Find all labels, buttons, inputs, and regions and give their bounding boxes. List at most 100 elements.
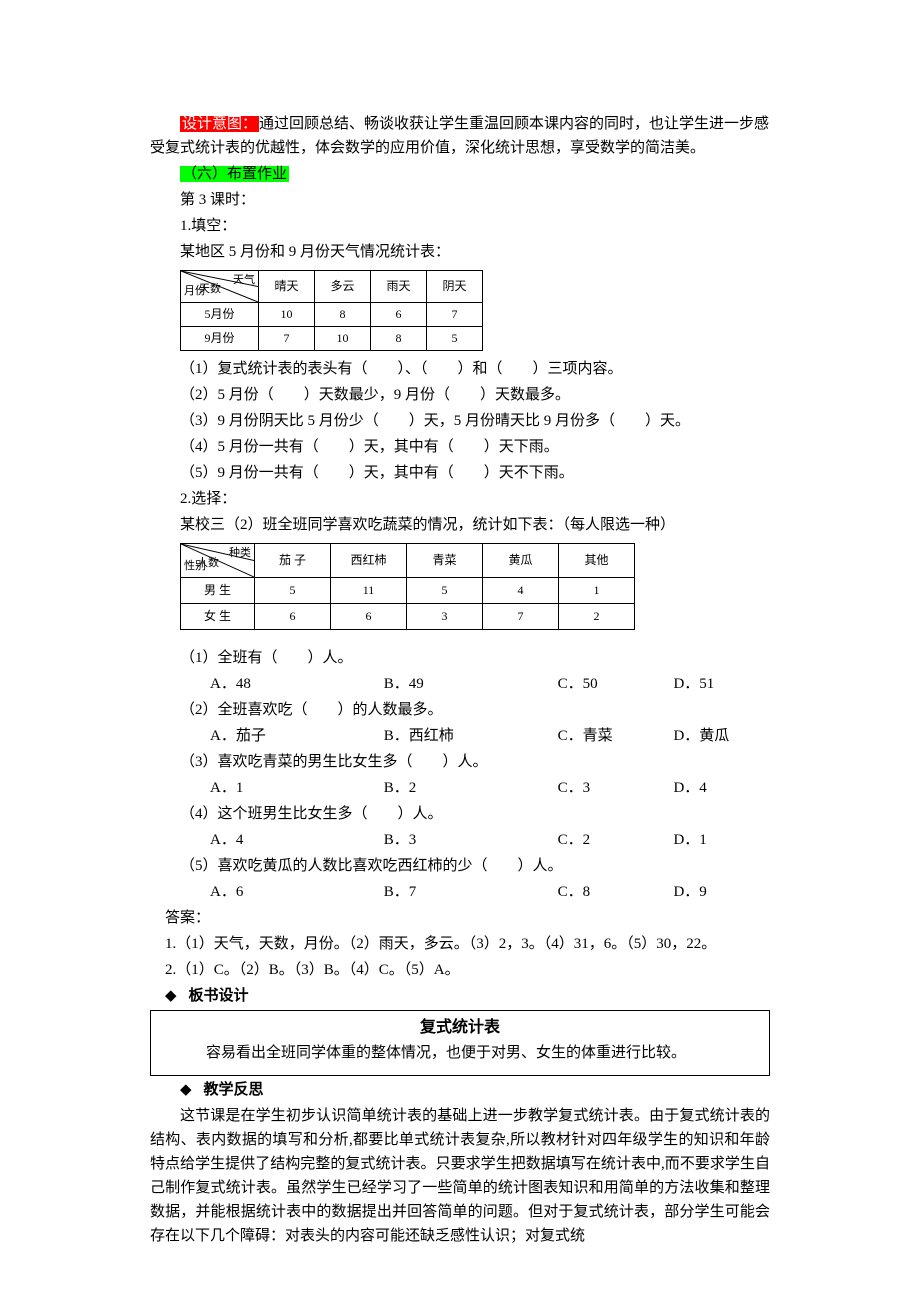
- t2-r1-v4: 2: [559, 604, 635, 630]
- q2-label: 2.选择：: [150, 487, 770, 511]
- mcq-option: C．8: [558, 880, 674, 904]
- mcq-option: B．3: [384, 828, 558, 852]
- t1-col-3: 阴天: [427, 271, 483, 303]
- t2-col-0: 茄 子: [255, 544, 331, 578]
- board-title: 复式统计表: [161, 1015, 759, 1041]
- mcq-option: A．6: [210, 880, 384, 904]
- t1-col-1: 多云: [315, 271, 371, 303]
- t2-r1-v0: 6: [255, 604, 331, 630]
- weather-table: 天气 天数 月份 晴天 多云 雨天 阴天 5月份 10 8 6 7 9月份 7 …: [180, 270, 483, 351]
- mcq-option: D．1: [673, 828, 770, 852]
- t2-r0-v2: 5: [407, 578, 483, 604]
- t2-r1-v1: 6: [331, 604, 407, 630]
- design-label: 设计意图：: [180, 116, 259, 132]
- mcq-option: C．2: [558, 828, 674, 852]
- mcq-list: （1）全班有（ ）人。A．48B．49C．50D．51（2）全班喜欢吃（ ）的人…: [150, 646, 770, 904]
- t2-r0-v1: 11: [331, 578, 407, 604]
- t2-diag-bot: 性别: [184, 558, 206, 576]
- diag-header-1: 天气 天数 月份: [181, 271, 259, 303]
- t1-diag-top: 天气: [233, 272, 255, 290]
- mcq-option: B．2: [384, 776, 558, 800]
- mcq-option: A．48: [210, 672, 384, 696]
- t2-col-3: 黄瓜: [483, 544, 559, 578]
- t2-diag-top: 种类: [229, 545, 251, 563]
- vegetable-table: 种类 人数 性别 茄 子 西红柿 青菜 黄瓜 其他 男 生 5 11 5 4 1…: [180, 543, 635, 630]
- diamond-icon: ◆: [165, 984, 177, 1008]
- diag-header-2: 种类 人数 性别: [181, 544, 255, 578]
- table-row: 女 生 6 6 3 7 2: [181, 604, 635, 630]
- fill-2: （2）5 月份（ ）天数最少，9 月份（ ）天数最多。: [150, 383, 770, 407]
- table-row: 9月份 7 10 8 5: [181, 327, 483, 351]
- mcq-question: （2）全班喜欢吃（ ）的人数最多。: [150, 698, 770, 722]
- t2-r1-v2: 3: [407, 604, 483, 630]
- mcq-option: A．4: [210, 828, 384, 852]
- mcq-question: （1）全班有（ ）人。: [150, 646, 770, 670]
- t2-r0-v3: 4: [483, 578, 559, 604]
- q1-label: 1.填空：: [150, 214, 770, 238]
- mcq-option: D．51: [673, 672, 770, 696]
- t2-r1-v3: 7: [483, 604, 559, 630]
- mcq-option: A．茄子: [210, 724, 384, 748]
- t2-col-4: 其他: [559, 544, 635, 578]
- t2-col-1: 西红柿: [331, 544, 407, 578]
- answers-2: 2.（1）C。（2）B。（3）B。（4）C。（5）A。: [150, 958, 770, 982]
- reflect-text: 这节课是在学生初步认识简单统计表的基础上进一步教学复式统计表。由于复式统计表的结…: [150, 1104, 770, 1248]
- mcq-option: C．3: [558, 776, 674, 800]
- t2-r1-label: 女 生: [181, 604, 255, 630]
- t1-r0-v0: 10: [259, 303, 315, 327]
- fill-3: （3）9 月份阴天比 5 月份少（ ）天，5 月份晴天比 9 月份多（ ）天。: [150, 409, 770, 433]
- mcq-options: A．48B．49C．50D．51: [150, 672, 770, 696]
- mcq-option: B．7: [384, 880, 558, 904]
- t1-r1-v0: 7: [259, 327, 315, 351]
- mcq-option: D．黄瓜: [673, 724, 770, 748]
- t2-r0-v0: 5: [255, 578, 331, 604]
- board-header: ◆ 板书设计: [150, 984, 770, 1008]
- q1-intro: 某地区 5 月份和 9 月份天气情况统计表：: [150, 240, 770, 264]
- t2-col-2: 青菜: [407, 544, 483, 578]
- mcq-question: （4）这个班男生比女生多（ ）人。: [150, 802, 770, 826]
- period-text: 第 3 课时：: [150, 188, 770, 212]
- design-intent: 设计意图：通过回顾总结、畅谈收获让学生重温回顾本课内容的同时，也让学生进一步感受…: [150, 112, 770, 160]
- fill-5: （5）9 月份一共有（ ）天，其中有（ ）天不下雨。: [150, 461, 770, 485]
- reflect-hdr-text: 教学反思: [204, 1078, 264, 1102]
- t1-r0-label: 5月份: [181, 303, 259, 327]
- mcq-question: （3）喜欢吃青菜的男生比女生多（ ）人。: [150, 750, 770, 774]
- diamond-icon: ◆: [180, 1078, 192, 1102]
- mcq-options: A．1B．2C．3D．4: [150, 776, 770, 800]
- mcq-option: C．50: [558, 672, 674, 696]
- q2-intro: 某校三（2）班全班同学喜欢吃蔬菜的情况，统计如下表：（每人限选一种）: [150, 513, 770, 537]
- board-box: 复式统计表 容易看出全班同学体重的整体情况，也便于对男、女生的体重进行比较。: [150, 1010, 770, 1076]
- t1-col-2: 雨天: [371, 271, 427, 303]
- t1-r1-label: 9月份: [181, 327, 259, 351]
- mcq-option: D．4: [673, 776, 770, 800]
- mcq-options: A．茄子B．西红柿C．青菜D．黄瓜: [150, 724, 770, 748]
- assign-label: （六）布置作业: [180, 166, 289, 182]
- fill-4: （4）5 月份一共有（ ）天，其中有（ ）天下雨。: [150, 435, 770, 459]
- t1-col-0: 晴天: [259, 271, 315, 303]
- t1-r1-v2: 8: [371, 327, 427, 351]
- assign-section: （六）布置作业: [150, 162, 770, 186]
- answers-1: 1.（1）天气，天数，月份。（2）雨天，多云。（3）2，3。（4）31，6。（5…: [150, 932, 770, 956]
- t1-r1-v1: 10: [315, 327, 371, 351]
- t2-r0-v4: 1: [559, 578, 635, 604]
- t2-r0-label: 男 生: [181, 578, 255, 604]
- answers-label: 答案：: [150, 906, 770, 930]
- mcq-options: A．4B．3C．2D．1: [150, 828, 770, 852]
- board-hdr-text: 板书设计: [189, 984, 249, 1008]
- table-row: 男 生 5 11 5 4 1: [181, 578, 635, 604]
- mcq-option: B．49: [384, 672, 558, 696]
- mcq-options: A．6B．7C．8D．9: [150, 880, 770, 904]
- reflect-header: ◆ 教学反思: [150, 1078, 770, 1102]
- t1-diag-bot: 月份: [184, 283, 206, 301]
- fill-1: （1）复式统计表的表头有（ ）、（ ）和（ ）三项内容。: [150, 357, 770, 381]
- mcq-option: D．9: [673, 880, 770, 904]
- board-text: 容易看出全班同学体重的整体情况，也便于对男、女生的体重进行比较。: [161, 1041, 759, 1065]
- mcq-option: C．青菜: [558, 724, 674, 748]
- mcq-question: （5）喜欢吃黄瓜的人数比喜欢吃西红柿的少（ ）人。: [150, 854, 770, 878]
- t1-r0-v3: 7: [427, 303, 483, 327]
- t1-r1-v3: 5: [427, 327, 483, 351]
- mcq-option: B．西红柿: [384, 724, 558, 748]
- mcq-option: A．1: [210, 776, 384, 800]
- t1-r0-v2: 6: [371, 303, 427, 327]
- table-row: 5月份 10 8 6 7: [181, 303, 483, 327]
